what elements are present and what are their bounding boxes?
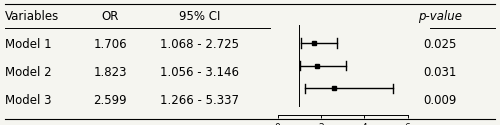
- Text: Model 3: Model 3: [5, 94, 52, 106]
- Text: 0.009: 0.009: [424, 94, 456, 106]
- Text: 0.031: 0.031: [424, 66, 456, 79]
- Text: 1.056 - 3.146: 1.056 - 3.146: [160, 66, 240, 79]
- Text: Variables: Variables: [5, 10, 60, 23]
- Text: 1.823: 1.823: [93, 66, 127, 79]
- Text: 1.068 - 2.725: 1.068 - 2.725: [160, 38, 240, 52]
- Text: 2.599: 2.599: [93, 94, 127, 106]
- Text: 1.266 - 5.337: 1.266 - 5.337: [160, 94, 240, 106]
- Text: OR: OR: [102, 10, 118, 23]
- Text: Model 1: Model 1: [5, 38, 52, 52]
- Text: 95% CI: 95% CI: [180, 10, 220, 23]
- Text: 0.025: 0.025: [424, 38, 456, 52]
- Text: Model 2: Model 2: [5, 66, 52, 79]
- Text: p-value: p-value: [418, 10, 462, 23]
- Text: 1.706: 1.706: [93, 38, 127, 52]
